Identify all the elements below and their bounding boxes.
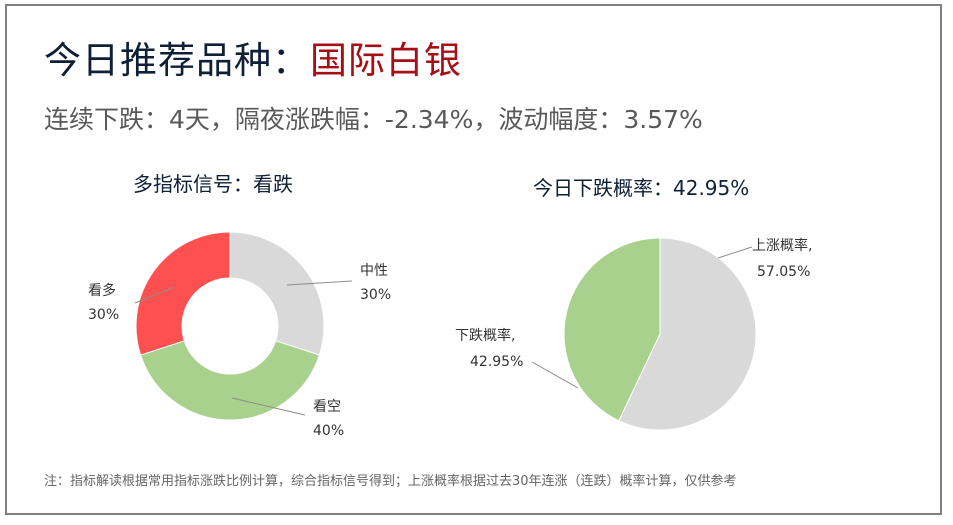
- donut-leader-bullish: [134, 286, 175, 304]
- pie-chart-title: 今日下跌概率：42.95%: [533, 176, 750, 200]
- donut-slice-bearish: [139, 340, 321, 421]
- donut-leader-neutral: [286, 280, 353, 286]
- donut-slice-neutral: [229, 231, 325, 356]
- title-prefix: 今日推荐品种：: [44, 39, 310, 82]
- page-subtitle: 连续下跌：4天，隔夜涨跌幅：-2.34%，波动幅度：3.57%: [44, 105, 703, 134]
- donut-chart-title: 多指标信号：看跌: [133, 172, 293, 196]
- donut-value-neutral: 30%: [360, 287, 391, 303]
- donut-leader-bearish: [231, 397, 306, 416]
- slide-frame: [5, 4, 942, 515]
- donut-value-bearish: 40%: [313, 423, 344, 439]
- footnote: 注：指标解读根据常用指标涨跌比例计算，综合指标信号得到；上涨概率根据过去30年连…: [44, 474, 737, 489]
- title-highlight: 国际白银: [310, 39, 462, 82]
- donut-label-bullish: 看多: [88, 282, 116, 299]
- pie-label-up: 上涨概率,: [752, 237, 812, 254]
- donut-slice-bullish: [135, 231, 231, 356]
- pie-slice-down: [563, 237, 661, 422]
- donut-label-neutral: 中性: [360, 263, 388, 279]
- pie-value-up: 57.05%: [757, 264, 810, 280]
- pie-slice-up: [618, 237, 757, 431]
- pie-value-down: 42.95%: [470, 354, 523, 370]
- pie-leader-down: [531, 361, 579, 389]
- pie-label-down: 下跌概率,: [455, 327, 515, 344]
- pie-leader-up: [717, 246, 753, 259]
- donut-label-bearish: 看空: [313, 399, 341, 415]
- page-title: 今日推荐品种：国际白银: [44, 30, 462, 84]
- donut-value-bullish: 30%: [88, 307, 119, 323]
